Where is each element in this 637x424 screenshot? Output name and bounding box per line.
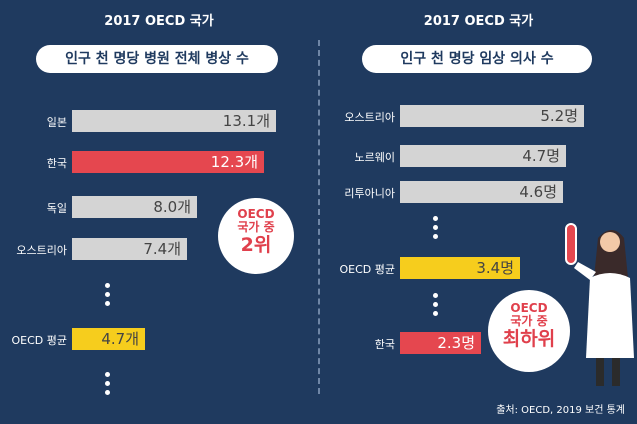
right-bar: 2.3명 bbox=[400, 332, 481, 354]
right-bar: 4.6명 bbox=[400, 181, 563, 203]
left-bar: 13.1개 bbox=[72, 110, 276, 132]
left-category-label: 독일 bbox=[46, 202, 67, 215]
right-category-label: OECD 평균 bbox=[339, 263, 396, 276]
left-ellipsis-dots-bottom bbox=[105, 372, 111, 399]
left-category-label: OECD 평균 bbox=[11, 334, 68, 347]
right-rank-bubble: OECD 국가 중 최하위 bbox=[488, 290, 570, 372]
left-bubble-line3: 2위 bbox=[240, 234, 272, 256]
right-bar-value-label: 4.6명 bbox=[519, 183, 557, 201]
right-bar-value-label: 5.2명 bbox=[540, 107, 578, 125]
right-bubble-line2: 국가 중 bbox=[510, 314, 548, 328]
left-bar: 4.7개 bbox=[72, 328, 145, 350]
left-bar: 12.3개 bbox=[72, 151, 264, 173]
right-category-label: 한국 bbox=[374, 338, 395, 351]
source-note: 출처: OECD, 2019 보건 통계 bbox=[496, 405, 625, 416]
left-ellipsis-dots-top bbox=[105, 283, 111, 310]
left-bubble-line2: 국가 중 bbox=[237, 220, 275, 234]
right-bar: 3.4명 bbox=[400, 257, 520, 279]
right-category-label: 노르웨이 bbox=[354, 151, 395, 164]
right-chart-title: 인구 천 명당 임상 의사 수 bbox=[362, 45, 592, 73]
right-category-label: 오스트리아 bbox=[344, 111, 395, 124]
left-bubble-line1: OECD bbox=[237, 207, 275, 221]
right-ellipsis-dots-top bbox=[433, 216, 439, 243]
left-category-label: 오스트리아 bbox=[16, 244, 67, 257]
right-bar-value-label: 2.3명 bbox=[437, 334, 475, 352]
left-bar-value-label: 7.4개 bbox=[143, 240, 181, 258]
left-bar: 8.0개 bbox=[72, 196, 197, 218]
left-bar-value-label: 12.3개 bbox=[210, 153, 258, 171]
doctor-illustration bbox=[565, 223, 634, 386]
left-year-heading: 2017 OECD 국가 bbox=[104, 14, 214, 29]
left-rank-bubble: OECD 국가 중 2위 bbox=[218, 198, 294, 274]
right-year-heading: 2017 OECD 국가 bbox=[423, 14, 534, 29]
left-bar-value-label: 13.1개 bbox=[222, 112, 270, 130]
right-ellipsis-dots-bottom bbox=[433, 293, 439, 320]
left-category-label: 일본 bbox=[46, 116, 67, 129]
left-category-label: 한국 bbox=[46, 157, 67, 170]
left-chart-title: 인구 천 명당 병원 전체 병상 수 bbox=[36, 45, 278, 73]
panel-divider bbox=[318, 40, 320, 394]
right-category-label: 리투아니아 bbox=[344, 187, 395, 200]
left-bar-value-label: 4.7개 bbox=[101, 330, 139, 348]
right-bar-value-label: 4.7명 bbox=[522, 147, 560, 165]
left-bar: 7.4개 bbox=[72, 238, 187, 260]
left-bar-value-label: 8.0개 bbox=[153, 198, 191, 216]
right-bar: 5.2명 bbox=[400, 105, 584, 127]
right-bubble-line3: 최하위 bbox=[502, 328, 556, 350]
right-bubble-line1: OECD bbox=[510, 301, 548, 315]
right-bar-value-label: 3.4명 bbox=[476, 259, 514, 277]
right-bar: 4.7명 bbox=[400, 145, 566, 167]
